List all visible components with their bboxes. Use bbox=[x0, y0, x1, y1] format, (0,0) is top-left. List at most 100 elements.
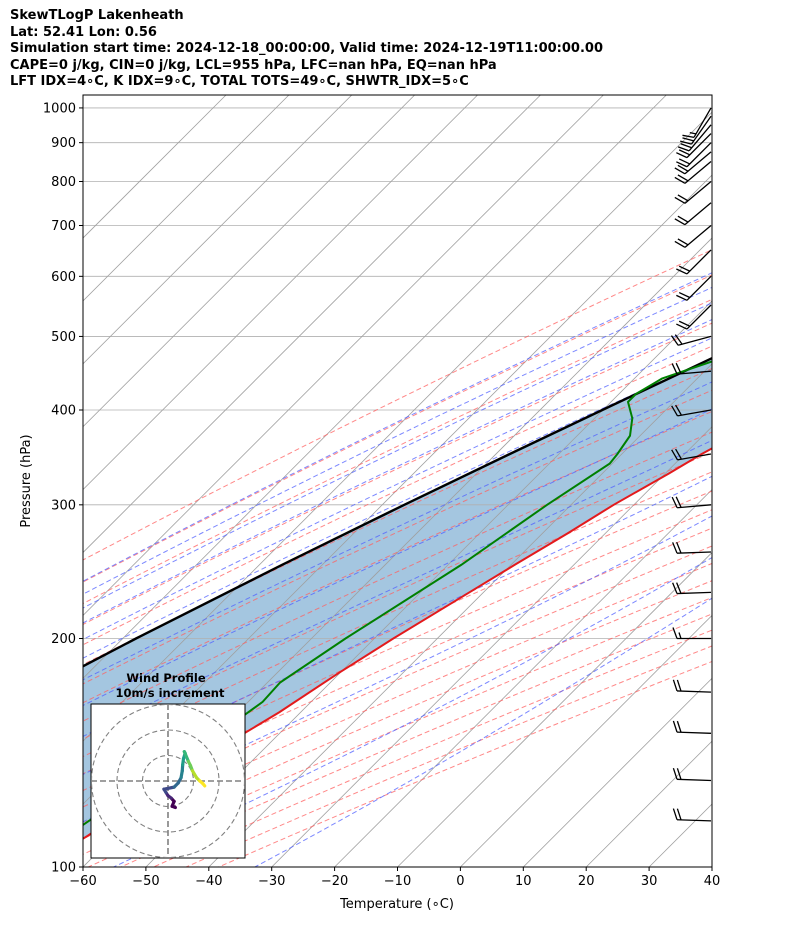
barb-flag bbox=[676, 161, 688, 168]
x-tick-label: −30 bbox=[258, 874, 285, 889]
barb-flag bbox=[676, 541, 682, 554]
x-axis-label: Temperature (∘C) bbox=[339, 897, 454, 912]
y-tick-label: 100 bbox=[51, 861, 76, 876]
barb-flag bbox=[682, 137, 694, 142]
title-block: SkewTLogP Lakenheath Lat: 52.41 Lon: 0.5… bbox=[10, 8, 603, 91]
y-tick-label: 700 bbox=[51, 219, 76, 234]
barb-flag bbox=[678, 158, 691, 165]
barb-flag bbox=[672, 627, 678, 639]
isotherm bbox=[83, 95, 541, 554]
barb-flag bbox=[677, 174, 689, 182]
isotherm bbox=[523, 677, 712, 867]
wind-barb bbox=[676, 249, 712, 275]
barb-flag bbox=[674, 176, 686, 184]
moist-adiabat bbox=[83, 475, 712, 776]
hodograph-subtitle: 10m/s increment bbox=[116, 686, 225, 700]
hodograph-trace bbox=[182, 750, 190, 764]
barb-staff bbox=[676, 591, 712, 595]
isotherm bbox=[460, 614, 712, 867]
y-tick-label: 200 bbox=[51, 632, 76, 647]
barb-staff bbox=[690, 115, 712, 145]
wind-barb bbox=[671, 448, 712, 461]
barb-staff bbox=[684, 181, 712, 204]
x-tick-label: −20 bbox=[321, 874, 348, 889]
parcel-profile-line bbox=[83, 356, 712, 668]
wind-barb bbox=[670, 334, 712, 346]
wind-barb bbox=[672, 808, 712, 822]
moist-adiabat bbox=[83, 318, 712, 624]
x-tick-label: −50 bbox=[132, 874, 159, 889]
barb-flag bbox=[672, 679, 678, 692]
wind-barb bbox=[676, 275, 712, 301]
y-axis-label: Pressure (hPa) bbox=[19, 434, 34, 527]
barb-staff bbox=[688, 124, 712, 152]
isotherm bbox=[208, 363, 712, 867]
barb-flag bbox=[676, 679, 682, 692]
dry-adiabat bbox=[83, 410, 712, 704]
wind-barb bbox=[672, 541, 712, 554]
barb-flag bbox=[676, 152, 688, 159]
moist-adiabat bbox=[83, 302, 712, 609]
barb-flag bbox=[674, 334, 683, 345]
wind-barb bbox=[674, 181, 712, 204]
temperature-profile-line bbox=[83, 447, 712, 840]
barb-flag bbox=[678, 149, 691, 156]
hodograph-trace bbox=[162, 785, 176, 791]
barb-staff bbox=[676, 819, 712, 822]
hodograph-title: Wind Profile bbox=[126, 671, 206, 685]
isotherm bbox=[83, 95, 604, 616]
dry-adiabat bbox=[83, 431, 712, 722]
isotherm bbox=[83, 111, 712, 742]
barb-staff bbox=[693, 107, 712, 138]
barb-flag bbox=[680, 140, 692, 145]
location-line: Lat: 52.41 Lon: 0.56 bbox=[10, 24, 157, 40]
isotherm bbox=[334, 489, 712, 867]
barb-staff bbox=[686, 249, 712, 275]
barb-flag bbox=[677, 146, 690, 152]
barb-flag bbox=[670, 335, 679, 346]
barb-flag bbox=[675, 362, 682, 375]
x-tick-label: 30 bbox=[641, 874, 658, 889]
dry-adiabat bbox=[83, 367, 712, 666]
isotherm bbox=[83, 95, 227, 239]
x-tick-label: −60 bbox=[69, 874, 96, 889]
barb-flag bbox=[675, 448, 683, 460]
barb-flag bbox=[675, 496, 682, 508]
wind-barb bbox=[677, 124, 712, 152]
barb-staff bbox=[686, 275, 712, 301]
y-tick-label: 1000 bbox=[43, 101, 76, 116]
wind-barb bbox=[676, 142, 712, 168]
isotherm bbox=[83, 95, 478, 491]
index-line: LFT IDX=4∘C, K IDX=9∘C, TOTAL TOTS=49∘C,… bbox=[10, 74, 469, 89]
moist-adiabat bbox=[83, 286, 712, 595]
barb-flag bbox=[676, 808, 682, 821]
barb-flag bbox=[672, 808, 678, 820]
barb-staff bbox=[676, 690, 712, 693]
barb-flag bbox=[671, 405, 679, 417]
wind-barb bbox=[672, 767, 712, 782]
x-tick-label: −40 bbox=[195, 874, 222, 889]
cape-line: CAPE=0 j/kg, CIN=0 j/kg, LCL=955 hPa, LF… bbox=[10, 57, 497, 73]
barb-flag bbox=[677, 194, 689, 202]
barb-staff bbox=[677, 370, 712, 375]
mixing-ratio-line bbox=[760, 95, 794, 276]
barb-half-flag bbox=[689, 131, 697, 135]
x-tick-label: 20 bbox=[578, 874, 595, 889]
x-tick-label: 10 bbox=[515, 874, 532, 889]
barb-flag bbox=[682, 134, 695, 138]
dry-adiabat bbox=[83, 298, 712, 605]
barb-staff bbox=[677, 504, 712, 509]
wind-barb bbox=[672, 582, 712, 595]
barb-flag bbox=[671, 496, 678, 509]
y-tick-label: 300 bbox=[51, 498, 76, 513]
barb-staff bbox=[676, 731, 712, 734]
barb-flag bbox=[678, 291, 691, 299]
barb-flag bbox=[676, 323, 688, 330]
wind-barb bbox=[674, 202, 712, 226]
dry-adiabat bbox=[83, 471, 712, 758]
isotherm bbox=[83, 95, 415, 428]
barb-flag bbox=[672, 720, 678, 733]
barb-flag bbox=[674, 167, 686, 175]
barb-half-flag bbox=[678, 632, 682, 639]
barb-flag bbox=[674, 218, 686, 226]
